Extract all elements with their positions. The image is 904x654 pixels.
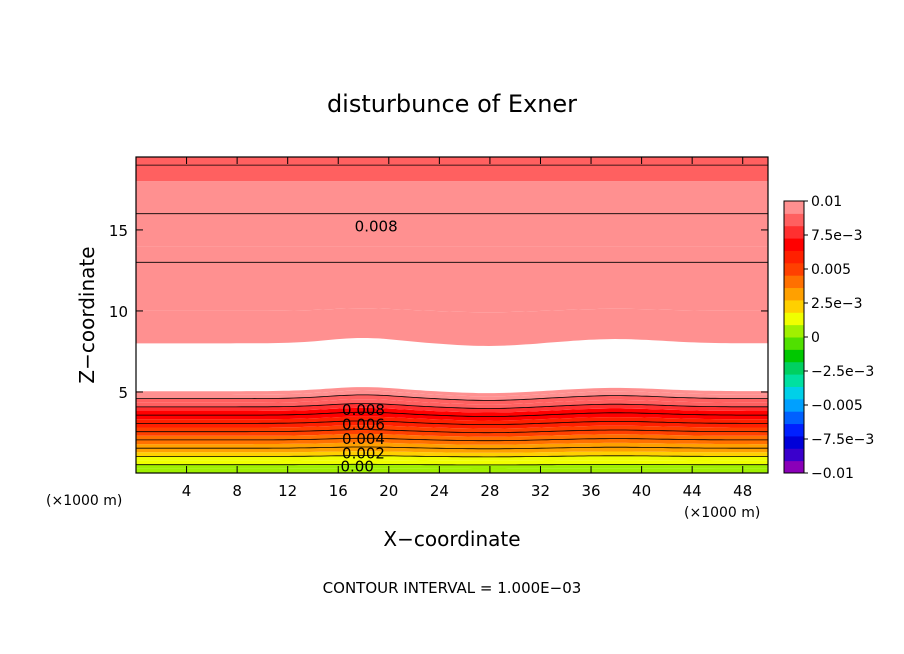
x-tick-label: 44 [683, 482, 702, 500]
contour-band [136, 278, 768, 313]
x-tick-label: 48 [733, 482, 752, 500]
y-tick-label: 15 [109, 222, 128, 240]
colorbar-cell [784, 448, 804, 462]
colorbar-tick-label: −0.005 [811, 398, 863, 414]
contour-line [136, 420, 768, 425]
colorbar-cell [784, 337, 804, 350]
colorbar-ticks: 0.01 7.5e−3 0.005 2.5e−3 0 −2.5e−3 −0.005 −7.5e… [804, 194, 874, 482]
contour-label: 0.004 [342, 430, 385, 448]
colorbar-cells [784, 201, 804, 474]
colorbar-cell [784, 398, 804, 412]
contour-band [136, 412, 768, 421]
chart-title: disturbunce of Exner [327, 90, 577, 118]
colorbar-cell [784, 201, 804, 214]
colorbar-tick-label: −7.5e−3 [811, 432, 874, 448]
colorbar-cell [784, 423, 804, 437]
y-axis-ticks: 5 10 15 [109, 222, 768, 402]
colorbar-cell [784, 374, 804, 387]
contour-label: 0.008 [355, 218, 398, 236]
colorbar-tick-label: 0.01 [811, 194, 842, 210]
contour-band [136, 181, 768, 214]
x-tick-label: 36 [581, 482, 600, 500]
colorbar-cell [784, 435, 804, 449]
contour-line [136, 446, 768, 450]
contour-line [136, 437, 768, 442]
contour-label: 0.002 [342, 445, 385, 463]
colorbar-tick-label: 7.5e−3 [811, 228, 863, 244]
colorbar-cell [784, 275, 804, 289]
x-tick-label: 32 [531, 482, 550, 500]
colorbar-tick-label: 0.005 [811, 262, 851, 278]
x-tick-label: 4 [182, 482, 192, 500]
x-tick-label: 16 [329, 482, 348, 500]
contour-band [136, 455, 768, 461]
contour-band [136, 157, 768, 182]
colorbar-cell [784, 349, 804, 363]
colorbar: 0.01 7.5e−3 0.005 2.5e−3 0 −2.5e−3 −0.005 −7.5e… [783, 194, 874, 482]
contour-band [136, 308, 768, 346]
contour-band [136, 403, 768, 413]
x-tick-label: 40 [632, 482, 651, 500]
contour-line [136, 394, 768, 401]
colorbar-cell [784, 460, 804, 474]
contour-band [136, 460, 768, 465]
colorbar-cell [784, 312, 804, 326]
colorbar-cell [784, 299, 804, 313]
contour-band [136, 213, 768, 247]
x-tick-label: 24 [430, 482, 449, 500]
colorbar-cell [784, 411, 804, 425]
plot-frame [135, 156, 769, 474]
contour-band [136, 464, 768, 469]
contour-label: 0.006 [342, 415, 385, 433]
contour-lines [136, 164, 768, 466]
colorbar-cell [784, 361, 804, 375]
contour-band [136, 468, 768, 473]
x-tick-label: 8 [232, 482, 242, 500]
x-axis-label: X−coordinate [383, 527, 520, 551]
colorbar-cell [784, 225, 804, 239]
footer-contour-interval: CONTOUR INTERVAL = 1.000E−03 [323, 579, 582, 597]
contour-band [136, 433, 768, 441]
x-unit-label: (×1000 m) [684, 505, 760, 521]
contour-line [136, 403, 768, 409]
colorbar-cell [784, 262, 804, 276]
y-tick-label: 5 [118, 384, 128, 402]
colorbar-cell [784, 287, 804, 301]
contour-label: 0.008 [342, 401, 385, 419]
colorbar-tick-label: 2.5e−3 [811, 296, 863, 312]
contour-line [136, 411, 768, 417]
contour-band [136, 442, 768, 449]
colorbar-tick-label: −2.5e−3 [811, 364, 874, 380]
x-tick-label: 28 [480, 482, 499, 500]
colorbar-cell [784, 213, 804, 227]
y-axis-label: Z−coordinate [75, 246, 99, 383]
colorbar-cell [784, 386, 804, 400]
contour-line [136, 429, 768, 434]
colorbar-cell [784, 238, 804, 251]
contour-band [136, 420, 768, 429]
colorbar-cell [784, 250, 804, 264]
contour-line [136, 463, 768, 466]
contour-band [136, 425, 768, 433]
contour-fill-bands [136, 157, 768, 473]
x-tick-label: 12 [278, 482, 297, 500]
x-tick-label: 20 [379, 482, 398, 500]
y-unit-label: (×1000 m) [46, 493, 122, 509]
contour-band [136, 387, 768, 397]
colorbar-tick-label: 0 [811, 330, 820, 346]
colorbar-tick-label: −0.01 [811, 466, 854, 482]
colorbar-cell [784, 324, 804, 338]
contour-line [136, 455, 768, 458]
x-axis-ticks: 4 8 12 16 20 24 28 32 36 40 44 48 [182, 157, 752, 500]
contour-label: 0.00 [340, 458, 373, 476]
contour-band [136, 447, 768, 453]
y-tick-label: 10 [109, 303, 128, 321]
